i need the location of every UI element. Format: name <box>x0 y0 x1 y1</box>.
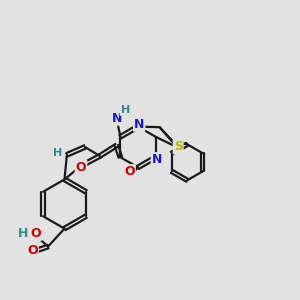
Text: O: O <box>31 227 41 240</box>
Text: N: N <box>112 112 122 125</box>
Text: H: H <box>121 105 130 115</box>
Text: N: N <box>152 153 162 166</box>
Text: O: O <box>27 244 38 257</box>
Text: O: O <box>124 165 135 178</box>
Text: H: H <box>18 227 28 240</box>
Text: O: O <box>76 160 86 174</box>
Text: H: H <box>53 148 62 158</box>
Text: S: S <box>174 140 183 154</box>
Text: N: N <box>134 118 144 131</box>
